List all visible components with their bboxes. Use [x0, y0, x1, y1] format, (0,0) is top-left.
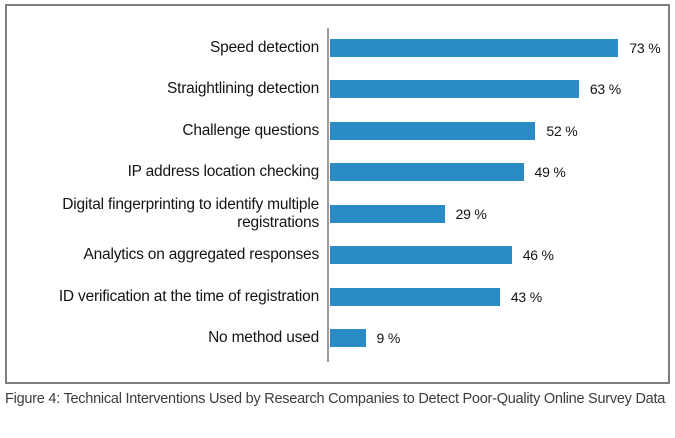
bar-zone: 43 %	[330, 287, 668, 306]
category-label: Speed detection	[209, 38, 319, 56]
chart-row: Digital fingerprinting to identify multi…	[7, 193, 668, 235]
chart-row: Challenge questions 52 %	[7, 110, 668, 152]
category-label: Analytics on aggregated responses	[83, 246, 319, 264]
category-label: Challenge questions	[182, 121, 319, 139]
value-label: 63 %	[589, 81, 621, 98]
chart-row: Speed detection 73 %	[7, 27, 668, 69]
chart-row: Analytics on aggregated responses 46 %	[7, 235, 668, 277]
bar-zone: 46 %	[330, 246, 668, 265]
category-label: Digital fingerprinting to identify multi…	[62, 195, 319, 231]
value-label: 46 %	[522, 247, 554, 264]
figure-caption: Figure 4: Technical Interventions Used b…	[5, 391, 666, 407]
bar-zone: 9 %	[330, 329, 668, 348]
bar	[330, 121, 536, 140]
bar	[330, 163, 524, 182]
category-label: IP address location checking	[127, 163, 320, 181]
bar	[330, 204, 445, 223]
chart-row: ID verification at the time of registrat…	[7, 276, 668, 318]
bar-zone: 63 %	[330, 80, 668, 99]
category-label: ID verification at the time of registrat…	[58, 287, 319, 305]
value-label: 49 %	[534, 164, 566, 181]
bar	[330, 287, 500, 306]
value-label: 29 %	[455, 205, 487, 222]
y-axis-line	[327, 28, 329, 362]
value-label: 73 %	[629, 39, 661, 56]
bar	[330, 80, 579, 99]
category-label: Straightlining detection	[166, 80, 319, 98]
value-label: 9 %	[376, 330, 401, 347]
bar	[330, 38, 619, 57]
chart-row: IP address location checking 49 %	[7, 152, 668, 194]
category-label: No method used	[208, 329, 319, 347]
bar	[330, 246, 512, 265]
bar-rows: Speed detection 73 % Straightlining detect…	[7, 27, 668, 359]
bar-zone: 52 %	[330, 121, 668, 140]
chart-container: Speed detection 73 % Straightlining detect…	[5, 4, 670, 384]
bar-zone: 49 %	[330, 163, 668, 182]
bar-zone: 73 %	[330, 38, 668, 57]
chart-row: Straightlining detection 63 %	[7, 69, 668, 111]
bar-zone: 29 %	[330, 204, 668, 223]
value-label: 43 %	[510, 288, 542, 305]
value-label: 52 %	[546, 122, 578, 139]
chart-row: No method used 9 %	[7, 318, 668, 360]
bar	[330, 329, 366, 348]
